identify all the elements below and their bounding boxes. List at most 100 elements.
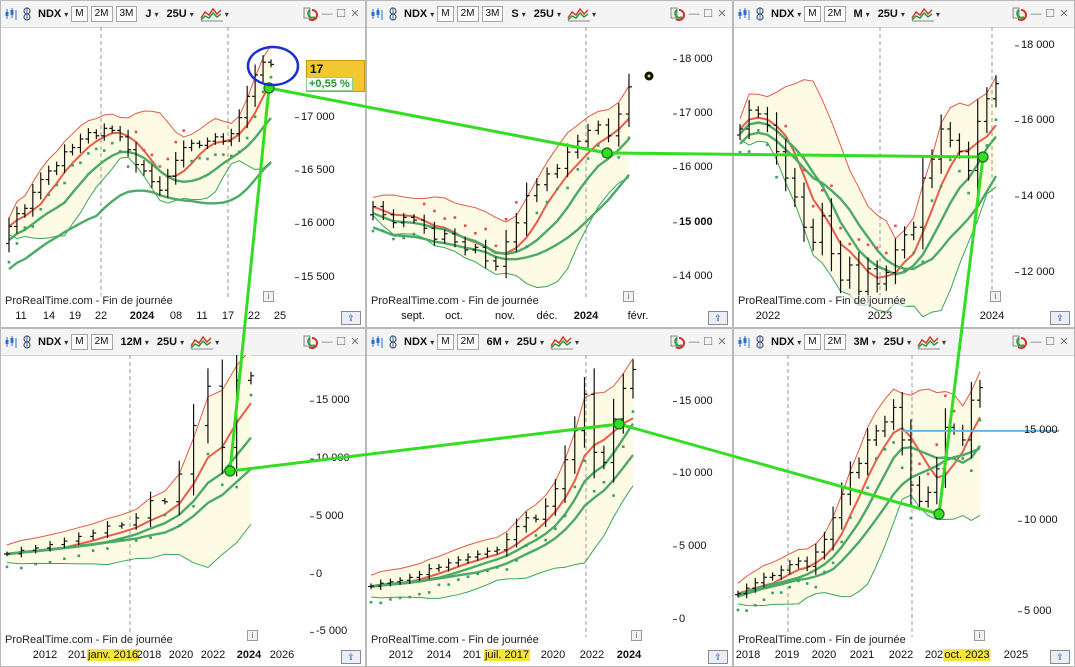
timeframe-button-m[interactable]: M bbox=[437, 6, 454, 22]
bars-count-selector[interactable]: 25U bbox=[516, 336, 537, 348]
maximize-icon[interactable]: ☐ bbox=[703, 336, 713, 348]
price-chart[interactable] bbox=[734, 27, 1074, 327]
period-selector[interactable]: 12M bbox=[120, 336, 142, 348]
chevron-down-icon[interactable]: ▾ bbox=[871, 337, 876, 347]
chevron-down-icon[interactable]: ▾ bbox=[935, 9, 940, 19]
chain-link-icon[interactable] bbox=[21, 334, 33, 350]
bars-count-selector[interactable]: 25U bbox=[877, 8, 898, 20]
candlestick-icon[interactable] bbox=[4, 6, 18, 22]
chart-panel-daily[interactable]: NDX ▾ M 2M 3M J ▾ 25U ▾ ▾ — ☐ ✕ 15 500 16 000 16 500 17 … bbox=[0, 0, 366, 328]
chevron-down-icon[interactable]: ▾ bbox=[180, 337, 185, 347]
maximize-icon[interactable]: ☐ bbox=[336, 336, 346, 348]
refresh-icon[interactable] bbox=[1012, 6, 1028, 22]
chevron-down-icon[interactable]: ▾ bbox=[591, 9, 596, 19]
indicators-icon[interactable] bbox=[917, 334, 941, 350]
close-icon[interactable]: ✕ bbox=[1059, 8, 1069, 20]
bars-count-selector[interactable]: 25U bbox=[166, 8, 187, 20]
chain-link-icon[interactable] bbox=[21, 6, 33, 22]
scroll-to-end-icon[interactable]: ⇪ bbox=[1050, 650, 1070, 664]
chevron-down-icon[interactable]: ▾ bbox=[154, 9, 159, 19]
close-icon[interactable]: ✕ bbox=[1059, 336, 1069, 348]
timeframe-button-m[interactable]: M bbox=[437, 334, 454, 350]
chain-link-icon[interactable] bbox=[387, 6, 399, 22]
chevron-down-icon[interactable]: ▾ bbox=[906, 337, 911, 347]
chevron-down-icon[interactable]: ▾ bbox=[865, 9, 870, 19]
timeframe-button-3m[interactable]: 3M bbox=[481, 6, 504, 22]
chevron-down-icon[interactable]: ▾ bbox=[797, 9, 802, 19]
refresh-icon[interactable] bbox=[670, 334, 686, 350]
chain-link-icon[interactable] bbox=[754, 334, 766, 350]
info-icon[interactable]: i bbox=[631, 630, 642, 641]
scroll-to-end-icon[interactable]: ⇪ bbox=[708, 311, 728, 325]
symbol-selector[interactable]: NDX bbox=[771, 8, 795, 20]
chart-panel-12m[interactable]: NDX ▾ M 2M 12M ▾ 25U ▾ ▾ — ☐ ✕ -5 000 0 5 000 10 000 15 … bbox=[0, 328, 366, 667]
candlestick-icon[interactable] bbox=[370, 6, 384, 22]
indicators-icon[interactable] bbox=[550, 334, 574, 350]
chart-panel-weekly[interactable]: NDX ▾ M 2M 3M S ▾ 25U ▾ ▾ — ☐ ✕ 14 000 15 000 16 000 17 … bbox=[366, 0, 733, 328]
period-selector[interactable]: 3M bbox=[853, 336, 869, 348]
chevron-down-icon[interactable]: ▾ bbox=[64, 9, 69, 19]
candlestick-icon[interactable] bbox=[737, 6, 751, 22]
scroll-to-end-icon[interactable]: ⇪ bbox=[1050, 311, 1070, 325]
close-icon[interactable]: ✕ bbox=[717, 8, 727, 20]
minimize-icon[interactable]: — bbox=[688, 336, 700, 348]
maximize-icon[interactable]: ☐ bbox=[336, 8, 346, 20]
chart-panel-6m[interactable]: NDX ▾ M 2M 6M ▾ 25U ▾ ▾ — ☐ ✕ 0 5 000 10 000 15 000 2012… bbox=[366, 328, 733, 667]
minimize-icon[interactable]: — bbox=[321, 8, 333, 20]
symbol-selector[interactable]: NDX bbox=[404, 336, 428, 348]
info-icon[interactable]: i bbox=[990, 291, 1001, 302]
chevron-down-icon[interactable]: ▾ bbox=[430, 9, 435, 19]
timeframe-button-2m[interactable]: 2M bbox=[90, 6, 113, 22]
close-icon[interactable]: ✕ bbox=[717, 336, 727, 348]
chevron-down-icon[interactable]: ▾ bbox=[189, 9, 194, 19]
bars-count-selector[interactable]: 25U bbox=[533, 8, 554, 20]
chain-link-icon[interactable] bbox=[387, 334, 399, 350]
indicators-icon[interactable] bbox=[567, 6, 591, 22]
timeframe-button-m[interactable]: M bbox=[71, 6, 88, 22]
minimize-icon[interactable]: — bbox=[321, 336, 333, 348]
close-icon[interactable]: ✕ bbox=[350, 8, 360, 20]
bars-count-selector[interactable]: 25U bbox=[156, 336, 178, 348]
price-chart[interactable] bbox=[367, 27, 732, 327]
symbol-selector[interactable]: NDX bbox=[38, 8, 62, 20]
price-chart[interactable] bbox=[1, 27, 365, 327]
scroll-to-end-icon[interactable]: ⇪ bbox=[341, 650, 361, 664]
scroll-to-end-icon[interactable]: ⇪ bbox=[708, 650, 728, 664]
chevron-down-icon[interactable]: ▾ bbox=[942, 337, 947, 347]
refresh-icon[interactable] bbox=[303, 6, 319, 22]
chart-panel-monthly[interactable]: NDX ▾ M 2M M ▾ 25U ▾ ▾ — ☐ ✕ 12 000 14 000 16 000 18 00… bbox=[733, 0, 1075, 328]
price-chart[interactable] bbox=[734, 355, 1074, 666]
info-icon[interactable]: i bbox=[263, 291, 274, 302]
chevron-down-icon[interactable]: ▾ bbox=[797, 337, 802, 347]
refresh-icon[interactable] bbox=[303, 334, 319, 350]
info-icon[interactable]: i bbox=[974, 630, 985, 641]
candlestick-icon[interactable] bbox=[4, 334, 18, 350]
period-selector[interactable]: J bbox=[145, 8, 152, 20]
period-selector[interactable]: S bbox=[511, 8, 519, 20]
timeframe-button-m[interactable]: M bbox=[804, 6, 821, 22]
price-chart[interactable] bbox=[1, 355, 365, 666]
maximize-icon[interactable]: ☐ bbox=[703, 8, 713, 20]
maximize-icon[interactable]: ☐ bbox=[1045, 8, 1055, 20]
minimize-icon[interactable]: — bbox=[1030, 336, 1042, 348]
candlestick-icon[interactable] bbox=[370, 334, 384, 350]
indicators-icon[interactable] bbox=[190, 334, 214, 350]
timeframe-button-2m[interactable]: 2M bbox=[90, 334, 113, 350]
period-selector[interactable]: M bbox=[853, 8, 863, 20]
timeframe-button-2m[interactable]: 2M bbox=[823, 334, 846, 350]
info-icon[interactable]: i bbox=[247, 630, 258, 641]
chevron-down-icon[interactable]: ▾ bbox=[521, 9, 526, 19]
indicators-icon[interactable] bbox=[200, 6, 224, 22]
symbol-selector[interactable]: NDX bbox=[38, 336, 62, 348]
chevron-down-icon[interactable]: ▾ bbox=[575, 337, 580, 347]
price-chart[interactable] bbox=[367, 355, 732, 666]
candlestick-icon[interactable] bbox=[737, 334, 751, 350]
symbol-selector[interactable]: NDX bbox=[771, 336, 795, 348]
refresh-icon[interactable] bbox=[670, 6, 686, 22]
minimize-icon[interactable]: — bbox=[1030, 8, 1042, 20]
close-icon[interactable]: ✕ bbox=[350, 336, 360, 348]
chevron-down-icon[interactable]: ▾ bbox=[144, 337, 149, 347]
chevron-down-icon[interactable]: ▾ bbox=[504, 337, 509, 347]
scroll-to-end-icon[interactable]: ⇪ bbox=[341, 311, 361, 325]
timeframe-button-3m[interactable]: 3M bbox=[115, 6, 138, 22]
